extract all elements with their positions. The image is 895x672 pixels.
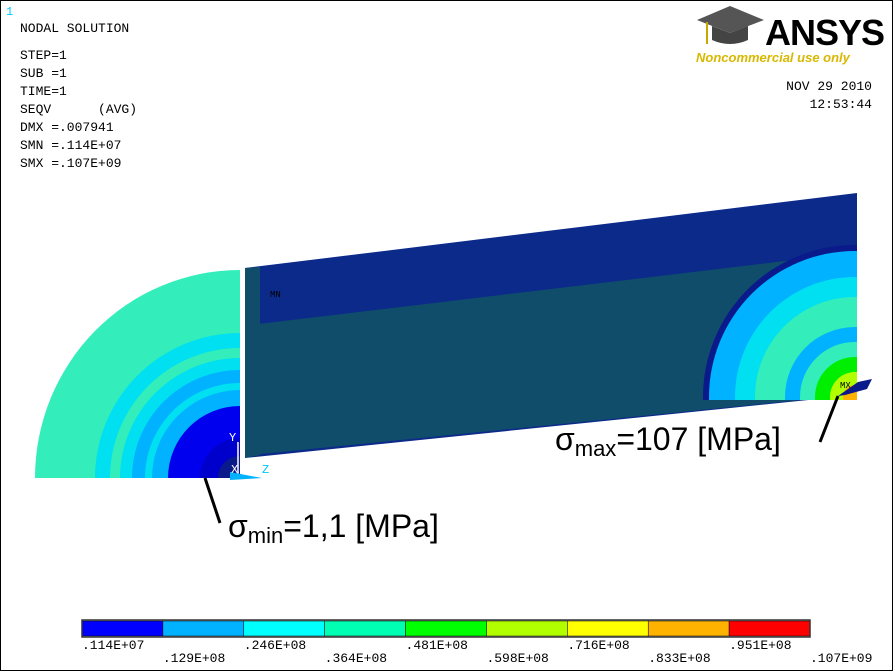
legend-label: .114E+07 — [82, 638, 144, 653]
legend-label: .129E+08 — [163, 651, 225, 666]
legend-swatch — [405, 620, 487, 637]
legend-swatch — [647, 620, 730, 637]
info-block: STEP=1 SUB =1 TIME=1 SEQV (AVG) DMX =.007941… — [20, 48, 137, 171]
sigma: σ — [555, 421, 575, 457]
legend-label: .246E+08 — [244, 638, 306, 653]
max-leader — [818, 395, 840, 443]
legend-swatch — [728, 620, 811, 637]
info-line: SMN =.114E+07 — [20, 138, 121, 153]
legend-label: .716E+08 — [567, 638, 629, 653]
max-annotation: σmax=107 [MPa] — [555, 421, 781, 461]
info-line: SEQV (AVG) — [20, 102, 137, 117]
legend-swatch — [81, 620, 164, 637]
logo: ANSYS Noncommercial use only — [696, 6, 885, 65]
logo-name: ANSYS — [765, 12, 884, 53]
legend-swatch — [567, 620, 649, 637]
triad: Y X Z — [229, 431, 269, 480]
axis-x: X — [231, 463, 238, 477]
legend-label: .481E+08 — [406, 638, 468, 653]
legend-border — [81, 619, 811, 638]
info-line: TIME=1 — [20, 84, 67, 99]
window-number: 1 — [6, 5, 13, 19]
time: 12:53:44 — [810, 97, 873, 112]
legend-label: .598E+08 — [486, 651, 548, 666]
subscript: max — [575, 436, 617, 461]
min-annotation: σmin=1,1 [MPa] — [228, 508, 439, 548]
legend-label: .833E+08 — [648, 651, 710, 666]
axis-y: Y — [229, 431, 236, 445]
sigma: σ — [228, 508, 248, 544]
legend-swatch — [243, 620, 325, 637]
legend-swatch — [162, 620, 245, 637]
date: NOV 29 2010 — [786, 79, 872, 94]
value-text: =107 [MPa] — [616, 421, 781, 457]
legend-label: .364E+08 — [325, 651, 387, 666]
value-text: =1,1 [MPa] — [283, 508, 439, 544]
legend-label: .951E+08 — [729, 638, 791, 653]
max-node-label: MX — [840, 381, 851, 391]
axis-z: Z — [262, 463, 269, 477]
logo-note: Noncommercial use only — [696, 50, 851, 65]
info-line: STEP=1 — [20, 48, 67, 63]
plot-title: NODAL SOLUTION — [20, 21, 129, 36]
min-node-label: MN — [270, 290, 281, 300]
info-line: SUB =1 — [20, 66, 67, 81]
subscript: min — [248, 523, 283, 548]
legend-swatch — [486, 620, 568, 637]
legend-swatch — [324, 620, 406, 637]
legend-label: .107E+09 — [810, 651, 872, 666]
info-line: SMX =.107E+09 — [20, 156, 121, 171]
info-line: DMX =.007941 — [20, 120, 114, 135]
color-legend: .114E+07 .129E+08 .246E+08 .364E+08 .481E+08… — [81, 619, 872, 666]
min-leader — [203, 477, 222, 524]
